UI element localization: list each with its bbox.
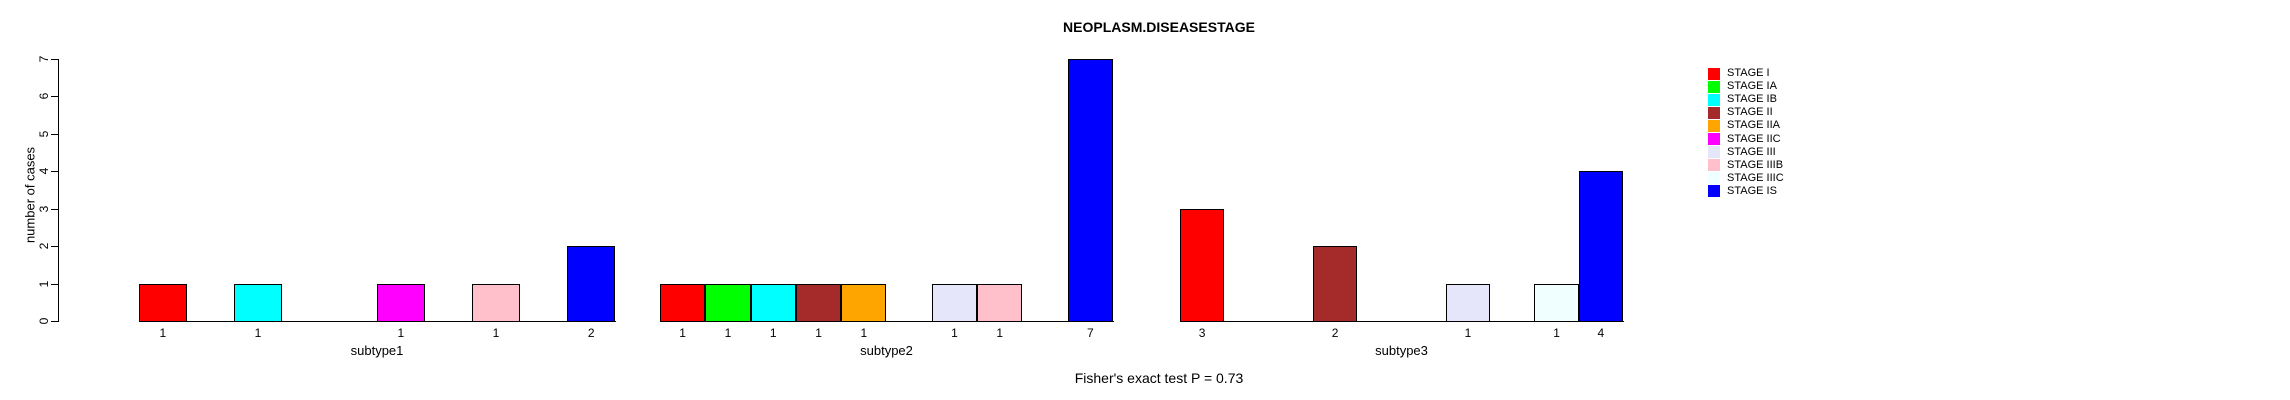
- bar-value-label: 1: [159, 326, 167, 340]
- legend-swatch: [1708, 172, 1720, 185]
- bar-value-label: 1: [769, 326, 777, 340]
- y-axis-tick-label: 1: [37, 280, 51, 287]
- bar-value-label: 4: [1597, 326, 1605, 340]
- legend-swatch: [1708, 80, 1720, 93]
- bar-value-label: 3: [1198, 326, 1206, 340]
- bar-value-label: 1: [492, 326, 500, 340]
- group-label-subtype2: subtype2: [860, 343, 913, 358]
- bar-stage-ii: [795, 283, 842, 322]
- y-axis-tick: [51, 321, 58, 322]
- legend-swatch: [1708, 159, 1720, 172]
- legend-swatch: [1708, 106, 1720, 119]
- bar-value-label: 1: [397, 326, 405, 340]
- y-axis-tick: [51, 208, 58, 210]
- legend-item: STAGE II: [1708, 106, 1773, 119]
- y-axis-tick-label: 0: [37, 317, 51, 325]
- legend-item: STAGE IIIC: [1708, 172, 1784, 185]
- legend-label: STAGE IA: [1727, 80, 1777, 93]
- bar-value-label: 1: [1553, 326, 1560, 340]
- legend-item: STAGE III: [1708, 146, 1776, 159]
- bar-value-label: 1: [860, 326, 868, 340]
- legend-label: STAGE IIA: [1727, 119, 1780, 132]
- legend-item: STAGE IIC: [1708, 133, 1781, 146]
- legend-item: STAGE I: [1708, 67, 1770, 80]
- legend-item: STAGE IS: [1708, 185, 1777, 198]
- bar-value-label: 1: [815, 326, 822, 340]
- y-axis-tick-label: 3: [37, 205, 51, 213]
- y-axis-tick-label: 5: [37, 130, 51, 138]
- legend-swatch: [1708, 93, 1720, 106]
- bar-stage-ib: [750, 283, 796, 322]
- y-axis-tick-label: 7: [37, 55, 51, 63]
- legend-label: STAGE IB: [1727, 93, 1777, 106]
- bar-value-label: 1: [951, 326, 958, 340]
- bar-stage-ii: [1312, 246, 1358, 322]
- bar-stage-iii: [1445, 283, 1491, 322]
- legend-swatch: [1708, 185, 1720, 198]
- group-label-subtype3: subtype3: [1375, 343, 1428, 358]
- y-axis-tick: [51, 96, 58, 98]
- legend-label: STAGE III: [1727, 145, 1776, 158]
- bar-stage-i: [660, 283, 706, 322]
- y-axis-tick-label: 4: [37, 167, 51, 175]
- legend-swatch: [1708, 67, 1720, 80]
- bar-stage-is: [1067, 59, 1113, 322]
- bar-value-label: 1: [1464, 326, 1472, 340]
- y-axis-tick: [51, 246, 58, 248]
- legend-item: STAGE IA: [1708, 80, 1777, 93]
- legend-label: STAGE IIIC: [1727, 171, 1784, 184]
- y-axis-line: [58, 59, 59, 322]
- bar-value-label: 1: [254, 326, 262, 340]
- bar-value-label: 7: [1087, 326, 1094, 340]
- bar-stage-iiib: [472, 283, 520, 322]
- group-baseline: [1180, 321, 1624, 322]
- legend-label: STAGE II: [1727, 106, 1773, 119]
- legend-label: STAGE IIIB: [1727, 158, 1784, 171]
- legend-swatch: [1708, 146, 1720, 159]
- bar-stage-i: [139, 283, 187, 322]
- legend-item: STAGE IB: [1708, 93, 1777, 106]
- bar-stage-ib: [234, 283, 282, 322]
- bar-stage-is: [567, 246, 615, 322]
- y-axis-label: number of cases: [22, 146, 38, 244]
- bar-stage-i: [1180, 208, 1225, 322]
- bar-stage-iiib: [977, 283, 1023, 322]
- legend-item: STAGE IIA: [1708, 119, 1780, 132]
- bar-value-label: 1: [679, 326, 686, 340]
- legend-item: STAGE IIIB: [1708, 159, 1783, 172]
- y-axis-tick: [51, 283, 58, 285]
- legend-swatch: [1708, 133, 1720, 145]
- legend-swatch: [1708, 119, 1720, 132]
- bar-value-label: 2: [587, 326, 595, 340]
- legend-label: STAGE IIC: [1727, 132, 1781, 145]
- y-axis-tick-label: 6: [37, 93, 51, 100]
- y-axis-tick-label: 2: [37, 242, 51, 250]
- bar-stage-iia: [841, 283, 887, 322]
- chart-title: NEOPLASM.DISEASESTAGE: [1063, 19, 1255, 35]
- bar-stage-iic: [377, 283, 425, 322]
- fisher-test-caption: Fisher's exact test P = 0.73: [1074, 370, 1244, 386]
- y-axis-tick: [51, 133, 58, 135]
- bar-value-label: 1: [996, 326, 1004, 340]
- bar-stage-iii: [931, 283, 978, 322]
- group-label-subtype1: subtype1: [350, 343, 404, 358]
- y-axis-tick: [51, 59, 58, 60]
- y-axis-tick: [51, 171, 58, 173]
- legend-label: STAGE I: [1727, 67, 1770, 79]
- bar-stage-iiic: [1534, 283, 1579, 322]
- bar-value-label: 1: [724, 326, 732, 340]
- bar-stage-ia: [705, 283, 751, 322]
- group-baseline: [660, 321, 1114, 322]
- bar-value-label: 2: [1331, 326, 1339, 340]
- legend-label: STAGE IS: [1727, 184, 1777, 197]
- bar-stage-is: [1578, 171, 1623, 322]
